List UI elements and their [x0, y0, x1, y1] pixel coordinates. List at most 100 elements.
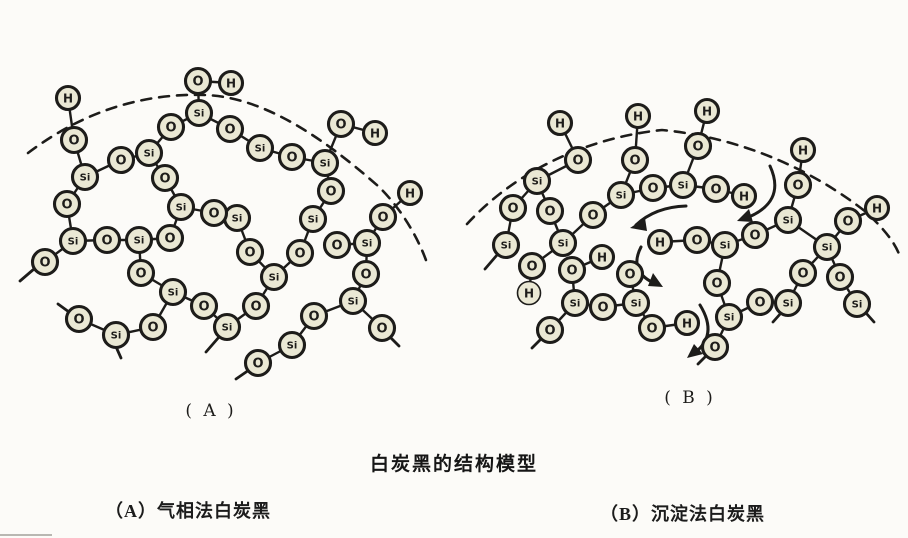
atom-O — [517, 251, 547, 281]
atom-label: H — [702, 104, 712, 118]
atom-label: H — [405, 186, 415, 200]
atom-label: H — [524, 286, 534, 300]
atom-O — [52, 189, 82, 219]
atom-Si — [245, 133, 275, 163]
atom-Si — [277, 330, 307, 360]
atom-label: O — [647, 182, 658, 197]
atom-O — [326, 109, 356, 139]
atom-label: Si — [232, 214, 243, 225]
caption-b: （B）沉淀法白炭黑 — [600, 504, 766, 524]
atom-label: H — [370, 126, 380, 140]
atom-O — [322, 230, 352, 260]
atom-O — [241, 291, 271, 321]
atom-label: Si — [320, 159, 331, 170]
atom-H — [789, 136, 817, 164]
atom-label: Si — [852, 300, 863, 311]
atom-O — [683, 131, 713, 161]
atom-label: O — [101, 234, 112, 249]
bond-stub — [696, 354, 708, 366]
atom-label: O — [749, 229, 760, 244]
atom-H — [361, 119, 389, 147]
atom-label: O — [252, 357, 263, 372]
atom-label: Si — [80, 173, 91, 184]
atom-label: O — [711, 277, 722, 292]
atom-label: O — [710, 183, 721, 198]
atom-Si — [70, 162, 100, 192]
atom-O — [498, 193, 528, 223]
atom-label: O — [68, 134, 79, 149]
atom-label: Si — [532, 177, 543, 188]
atom-Si — [158, 277, 188, 307]
atom-label: O — [544, 324, 555, 339]
atom-O — [235, 237, 265, 267]
bond-stub — [864, 311, 876, 324]
flow-arrowhead — [687, 344, 703, 358]
atom-H — [646, 228, 674, 256]
atom-H — [546, 109, 574, 137]
atom-O — [351, 259, 381, 289]
atom-O — [150, 163, 180, 193]
atom-label: Si — [168, 288, 179, 299]
atom-label: Si — [362, 239, 373, 250]
atom-O — [745, 287, 775, 317]
atom-label: O — [692, 140, 703, 155]
atom-Si — [668, 170, 698, 200]
bond-stub — [388, 335, 401, 348]
atom-O — [620, 145, 650, 175]
atom-O — [825, 262, 855, 292]
atom-O — [277, 142, 307, 172]
atom-O — [106, 145, 136, 175]
atom-Si — [124, 225, 154, 255]
atom-O — [368, 202, 398, 232]
atom-O — [183, 66, 213, 96]
boundary-arc — [26, 93, 430, 268]
atom-O — [299, 301, 329, 331]
atom-Si — [134, 138, 164, 168]
panel-label: ( B ) — [664, 388, 716, 408]
atom-O — [243, 348, 273, 378]
flow-arrowhead — [737, 209, 753, 222]
atom-label: O — [61, 198, 72, 213]
atom-O — [563, 145, 593, 175]
atom-label: O — [597, 301, 608, 316]
atom-O — [701, 174, 731, 204]
atom-H — [624, 102, 652, 130]
atom-O — [588, 292, 618, 322]
atom-O — [578, 200, 608, 230]
atom-O — [783, 170, 813, 200]
atom-label: Si — [570, 299, 581, 310]
atom-label: Si — [287, 341, 298, 352]
atom-H — [693, 97, 721, 125]
panel-label: ( A ) — [185, 401, 236, 421]
atom-Si — [522, 166, 552, 196]
atom-Si — [560, 288, 590, 318]
bond-stub — [115, 347, 123, 360]
atom-label: O — [377, 211, 388, 226]
atom-label: Si — [308, 215, 319, 226]
atom-label: O — [294, 247, 305, 262]
atom-label: O — [842, 215, 853, 230]
atom-Si — [606, 180, 636, 210]
atom-label: H — [872, 201, 882, 215]
atom-Si — [773, 205, 803, 235]
atom-label: O — [325, 185, 336, 200]
atom-O — [557, 255, 587, 285]
atom-label: H — [597, 250, 607, 264]
atom-Si — [352, 228, 382, 258]
caption-a: （A）气相法白炭黑 — [105, 501, 271, 521]
atom-label: O — [164, 232, 175, 247]
figure-title: 白炭黑的结构模型 — [369, 454, 538, 475]
atom-label: O — [198, 300, 209, 315]
atom-label: O — [335, 118, 346, 133]
atom-label: H — [555, 116, 565, 130]
atom-Si — [491, 230, 521, 260]
atom-O — [189, 291, 219, 321]
atom-Si — [812, 232, 842, 262]
atom-label: H — [682, 316, 692, 330]
atom-O — [637, 313, 667, 343]
atom-label: O — [792, 179, 803, 194]
atom-label: Si — [783, 299, 794, 310]
atom-label: O — [566, 264, 577, 279]
atom-label: O — [73, 313, 84, 328]
